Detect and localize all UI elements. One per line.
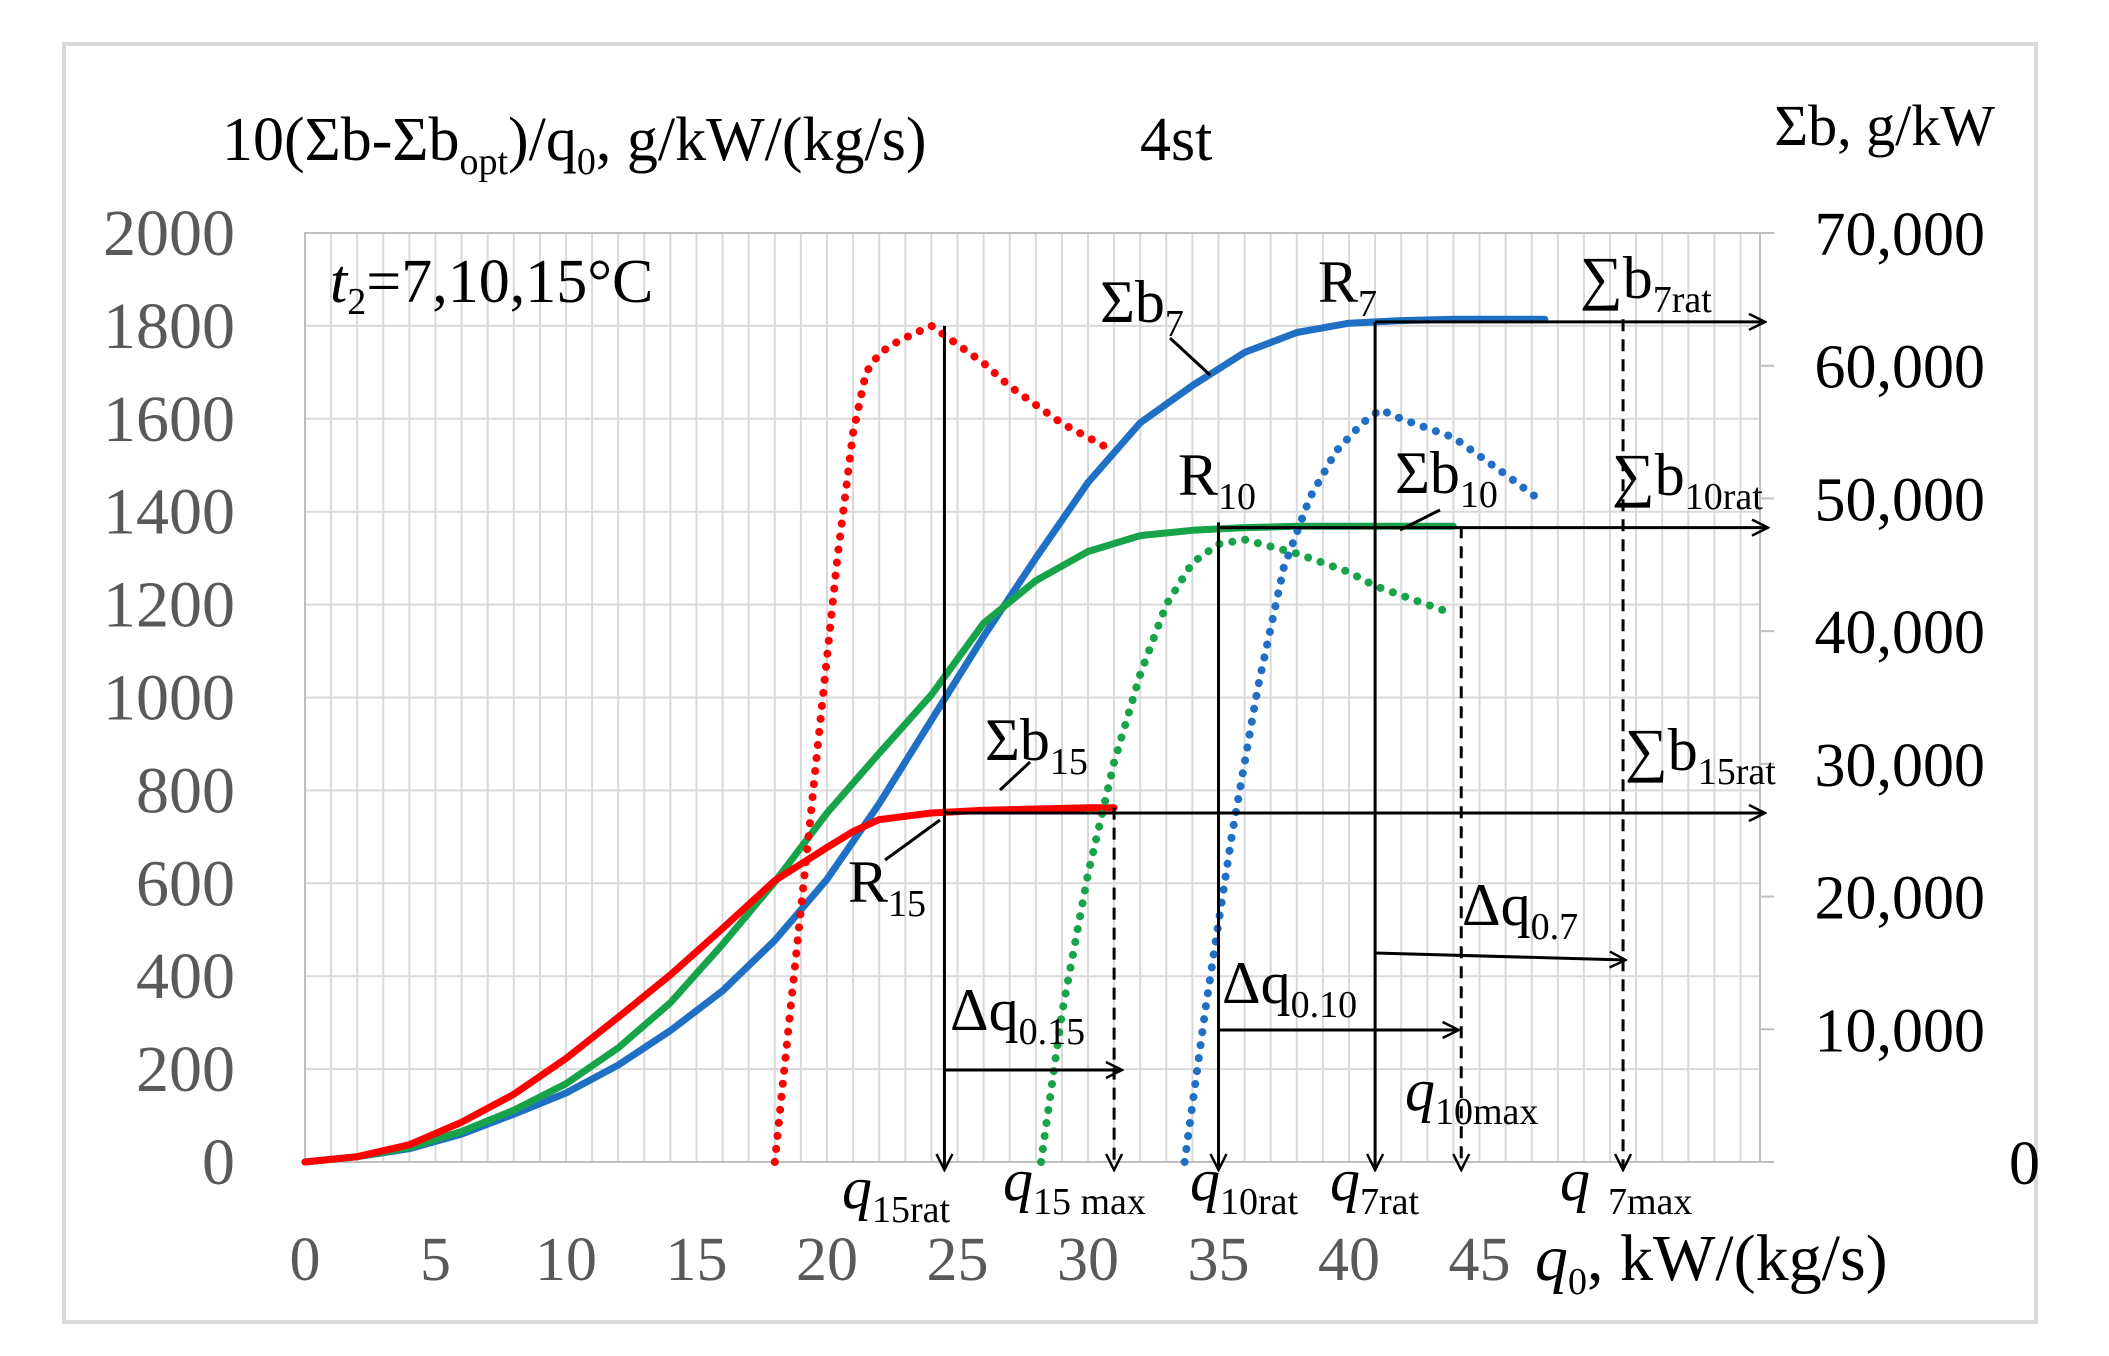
y-right-tick-label: 0 xyxy=(2009,1130,2040,1198)
y-right-tick-label: 30,000 xyxy=(1815,732,1986,800)
label-dq15: Δq0.15 xyxy=(950,977,1085,1053)
leader-sum-b15 xyxy=(998,760,1032,792)
y-right-tick-label: 70,000 xyxy=(1815,201,1986,269)
y-left-tick-label: 1600 xyxy=(103,383,235,456)
x-tick-label: 0 xyxy=(290,1226,321,1294)
label-R10: R10 xyxy=(1178,442,1256,518)
label-q10max: q10max xyxy=(1405,1057,1538,1133)
label-q7rat: q7rat xyxy=(1330,1147,1420,1223)
series-layer xyxy=(301,315,1549,1166)
y-right-ticks: 0 10,000 20,000 30,000 40,000 50,000 60,000 70,… xyxy=(1815,201,2041,1198)
y-right-tick-label: 10,000 xyxy=(1815,997,1986,1065)
series-delta-10 xyxy=(1037,535,1458,1166)
series-delta-15 xyxy=(770,321,1119,1166)
y-left-tick-label: 1800 xyxy=(103,290,235,363)
leader-R15 xyxy=(884,818,941,862)
label-b10rat: ∑b10rat xyxy=(1612,442,1763,518)
x-tick-label: 20 xyxy=(796,1226,858,1294)
leader-sum-b10 xyxy=(1399,508,1441,532)
label-q15max: q15 max xyxy=(1003,1147,1146,1223)
y-right-tick-label: 20,000 xyxy=(1815,865,1986,933)
label-q7max: q 7max xyxy=(1560,1147,1692,1223)
label-q10rat: q10rat xyxy=(1190,1147,1299,1223)
label-b7rat: ∑b7rat xyxy=(1580,245,1712,321)
y-left-tick-label: 200 xyxy=(136,1033,235,1106)
y-right-tick-label: 40,000 xyxy=(1815,599,1986,667)
label-R7: R7 xyxy=(1318,249,1377,325)
chart-frame xyxy=(62,42,2038,1324)
x-tick-label: 40 xyxy=(1318,1226,1380,1294)
series-sum-b7 xyxy=(301,315,1549,1166)
x-tick-label: 5 xyxy=(420,1226,451,1294)
label-dq10: Δq0.10 xyxy=(1222,950,1357,1026)
y-left-tick-label: 0 xyxy=(202,1126,235,1199)
label-sum-b15: Σb15 xyxy=(985,707,1088,783)
title-stage: 4st xyxy=(1140,106,1212,174)
label-dq7: Δq0.7 xyxy=(1462,872,1578,948)
y-left-tick-label: 2000 xyxy=(103,197,235,270)
delta-arrow-q7 xyxy=(1375,953,1626,960)
y-right-tick-label: 60,000 xyxy=(1815,334,1986,402)
label-sum-b10: Σb10 xyxy=(1395,440,1498,516)
y-left-ticks: 0 200 400 600 800 1000 1200 1400 1600 1800 2000 xyxy=(103,197,235,1199)
grid xyxy=(304,232,1774,1163)
series-delta-7 xyxy=(1180,405,1541,1166)
y-right-tick-label: 50,000 xyxy=(1815,466,1986,534)
series-sum-b15 xyxy=(301,804,1118,1166)
y-left-tick-label: 400 xyxy=(136,940,235,1013)
title-left: 10(Σb-Σbopt)/q0, g/kW/(kg/s) xyxy=(222,106,927,183)
x-tick-label: 35 xyxy=(1188,1226,1250,1294)
condition-label: t2=7,10,15°C xyxy=(330,248,653,323)
x-tick-label: 25 xyxy=(927,1226,989,1294)
x-tick-label: 45 xyxy=(1449,1226,1511,1294)
label-q15rat: q15rat xyxy=(842,1155,951,1231)
x-tick-label: 30 xyxy=(1057,1226,1119,1294)
y-left-tick-label: 800 xyxy=(136,754,235,827)
y-left-tick-label: 600 xyxy=(136,847,235,920)
title-right: Σb, g/kW xyxy=(1774,93,1995,158)
x-tick-label: 15 xyxy=(666,1226,728,1294)
label-sum-b7: Σb7 xyxy=(1100,269,1184,345)
x-tick-label: 10 xyxy=(535,1226,597,1294)
label-R15: R15 xyxy=(848,849,926,925)
annotation-lines xyxy=(884,319,1768,1170)
label-b15rat: ∑b15rat xyxy=(1625,717,1776,793)
x-axis-label: q0, kW/(kg/s) xyxy=(1535,1222,1888,1303)
plot-area-border xyxy=(304,232,1761,1163)
y-left-tick-label: 1400 xyxy=(103,476,235,549)
y-left-tick-label: 1000 xyxy=(103,662,235,735)
x-ticks: 0 5 10 15 20 25 30 35 40 45 xyxy=(290,1226,1511,1294)
leader-sum-b7 xyxy=(1168,336,1212,377)
y-left-tick-label: 1200 xyxy=(103,569,235,642)
